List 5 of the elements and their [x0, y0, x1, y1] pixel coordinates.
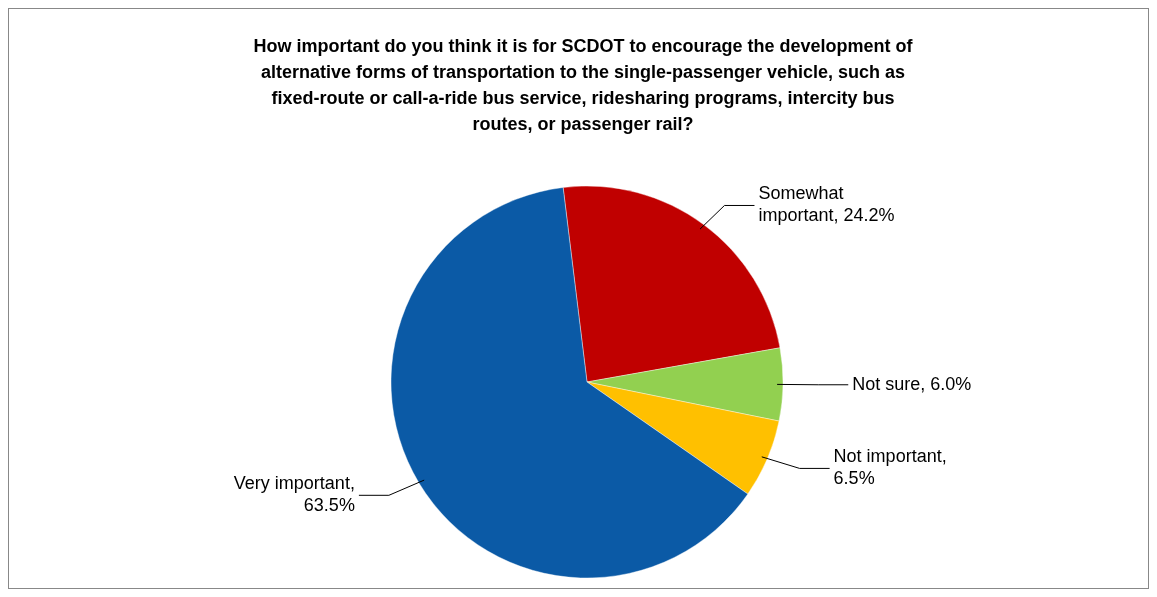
chart-title: How important do you think it is for SCDOT to encourage the development of alternative forms of transportation to the single-passenger vehicle, such as fixed-route or call-a-ride bus service, ridesharing programs, intercity bus routes, or passenger rail?	[253, 36, 914, 134]
slice-label: Very important, 63.5%	[233, 473, 355, 516]
slice-label: Not sure, 6.0%	[852, 373, 972, 394]
slice-label: Not important, 6.5%	[833, 446, 947, 489]
slice-label: Somewhat important, 24.2%	[758, 183, 895, 226]
